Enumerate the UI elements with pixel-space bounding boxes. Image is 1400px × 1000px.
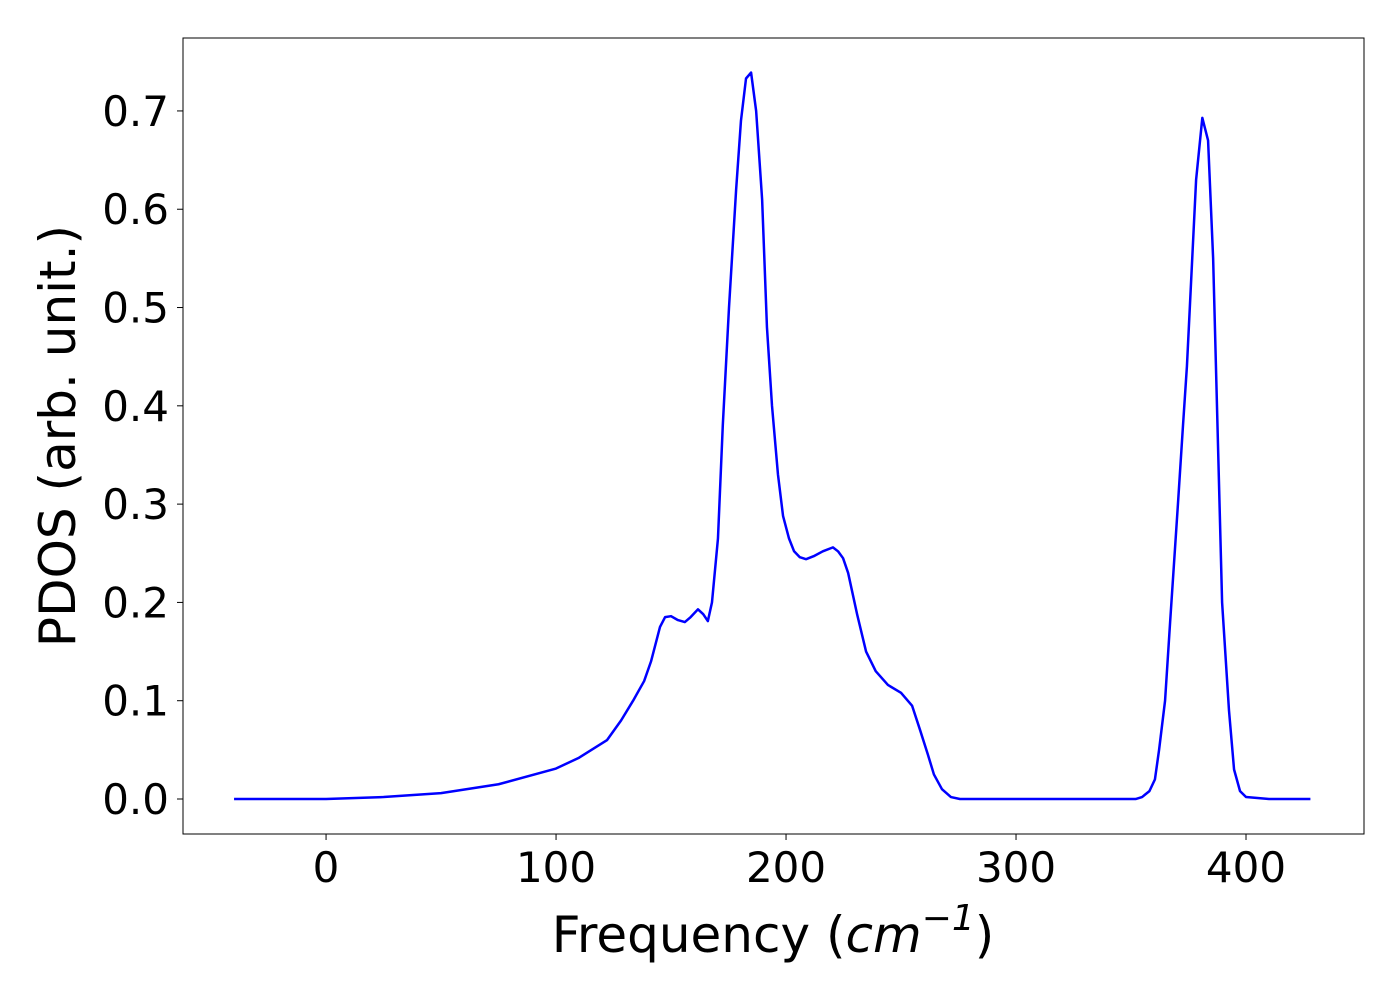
x-axis-label-part: Frequency (: [552, 906, 846, 964]
x-tick-label: 0: [313, 843, 340, 892]
data-line: [234, 71, 1311, 801]
y-tick-label: 0.6: [102, 185, 169, 234]
x-axis-label-part: ): [975, 906, 995, 964]
x-tick-label: 300: [976, 843, 1056, 892]
y-tick-label: 0.1: [102, 677, 169, 726]
x-axis-label-part: cm: [845, 906, 921, 964]
y-tick-label: 0.4: [102, 382, 169, 431]
x-tick-label: 100: [516, 843, 596, 892]
y-tick-label: 0.7: [102, 87, 169, 136]
x-tick-label: 200: [746, 843, 826, 892]
y-tick-label: 0.0: [102, 775, 169, 824]
y-tick-label: 0.2: [102, 578, 169, 627]
x-axis-label: Frequency (cm−1): [552, 898, 995, 964]
y-tick-label: 0.3: [102, 480, 169, 529]
y-axis-label: PDOS (arb. unit.): [29, 225, 87, 647]
y-tick-label: 0.5: [102, 284, 169, 333]
x-axis-label-part: −1: [922, 898, 975, 939]
plot-frame: [182, 37, 1365, 835]
x-tick-label: 400: [1206, 843, 1286, 892]
